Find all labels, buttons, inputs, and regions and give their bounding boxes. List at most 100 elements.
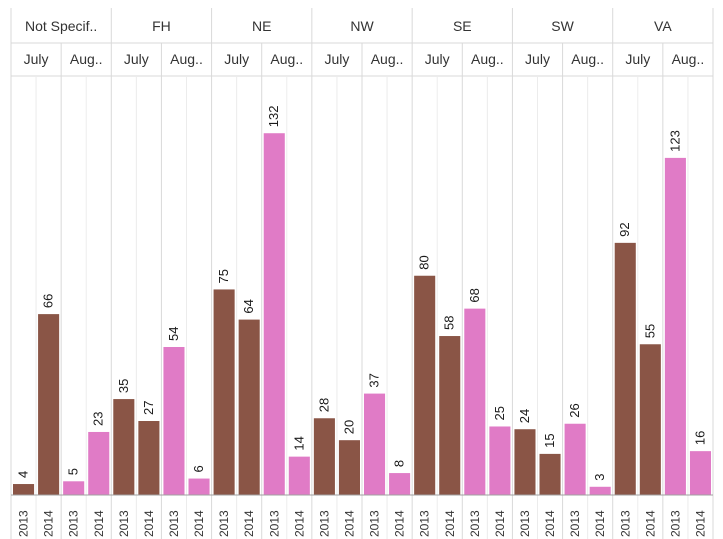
bar: [163, 347, 185, 495]
bar: [288, 456, 310, 495]
value-label: 66: [41, 294, 56, 308]
year-label: 2014: [443, 510, 457, 537]
value-label: 123: [667, 130, 682, 152]
year-label: 2013: [317, 510, 331, 537]
year-label: 2013: [568, 510, 582, 537]
year-label: 2014: [493, 510, 507, 537]
bar: [639, 344, 661, 495]
bar: [313, 418, 335, 495]
value-label: 15: [542, 433, 557, 447]
month-header: July: [224, 51, 249, 67]
value-label: 23: [91, 411, 106, 425]
value-label: 75: [216, 269, 231, 283]
bar: [188, 478, 210, 495]
bar: [213, 289, 235, 495]
value-label: 27: [141, 401, 156, 415]
value-label: 92: [617, 222, 632, 236]
year-label: 2014: [242, 510, 256, 537]
year-label: 2013: [217, 510, 231, 537]
year-label: 2013: [267, 510, 281, 537]
region-header: NE: [252, 18, 271, 34]
value-label: 16: [692, 431, 707, 445]
month-header: Aug..: [270, 51, 303, 67]
year-label: 2014: [292, 510, 306, 537]
bar: [514, 429, 536, 495]
value-label: 8: [392, 460, 407, 467]
value-label: 20: [341, 420, 356, 434]
value-label: 55: [642, 324, 657, 338]
month-header: July: [124, 51, 149, 67]
value-label: 37: [367, 373, 382, 387]
value-label: 3: [592, 474, 607, 481]
bar: [439, 336, 461, 495]
value-label: 58: [442, 316, 457, 330]
year-label: 2013: [368, 510, 382, 537]
year-label: 2014: [393, 510, 407, 537]
month-header: Aug..: [70, 51, 103, 67]
year-label: 2014: [643, 510, 657, 537]
bar: [138, 421, 160, 495]
value-label: 64: [241, 299, 256, 313]
bar: [664, 157, 686, 495]
year-label: 2013: [17, 510, 31, 537]
value-label: 68: [467, 288, 482, 302]
value-label: 54: [166, 327, 181, 341]
region-header: FH: [152, 18, 171, 34]
year-label: 2014: [342, 510, 356, 537]
bar: [689, 451, 711, 495]
month-header: July: [525, 51, 550, 67]
value-label: 5: [66, 468, 81, 475]
month-header: July: [324, 51, 349, 67]
bar: [464, 308, 486, 495]
bar: [263, 133, 285, 495]
bar: [389, 473, 411, 495]
value-label: 24: [517, 409, 532, 423]
region-header: VA: [654, 18, 672, 34]
year-label: 2013: [67, 510, 81, 537]
year-label: 2013: [117, 510, 131, 537]
value-label: 25: [492, 406, 507, 420]
month-header: Aug..: [571, 51, 604, 67]
value-label: 80: [417, 255, 432, 269]
bar: [338, 440, 360, 495]
bar: [113, 399, 135, 495]
month-header: Aug..: [170, 51, 203, 67]
bar: [539, 453, 561, 495]
value-label: 14: [291, 436, 306, 450]
year-label: 2014: [693, 510, 707, 537]
year-label: 2014: [92, 510, 106, 537]
bar: [614, 242, 636, 495]
year-label: 2013: [618, 510, 632, 537]
month-header: Aug..: [471, 51, 504, 67]
year-label: 2013: [468, 510, 482, 537]
year-label: 2014: [142, 510, 156, 537]
value-label: 6: [191, 465, 206, 472]
month-header: Aug..: [672, 51, 705, 67]
month-header: Aug..: [371, 51, 404, 67]
bar: [38, 314, 60, 495]
bar: [88, 431, 110, 495]
year-label: 2014: [543, 510, 557, 537]
month-header: July: [425, 51, 450, 67]
year-label: 2014: [192, 510, 206, 537]
month-header: July: [625, 51, 650, 67]
year-label: 2013: [518, 510, 532, 537]
bar: [489, 426, 511, 495]
region-header: SE: [453, 18, 472, 34]
bar: [13, 484, 35, 495]
value-label: 26: [567, 403, 582, 417]
region-header: Not Specif..: [25, 18, 97, 34]
year-label: 2014: [42, 510, 56, 537]
region-header: SW: [551, 18, 574, 34]
bar: [63, 481, 85, 495]
value-label: 4: [16, 471, 31, 478]
bar: [238, 319, 260, 495]
year-label: 2013: [668, 510, 682, 537]
value-label: 28: [316, 398, 331, 412]
year-label: 2014: [593, 510, 607, 537]
value-label: 35: [116, 379, 131, 393]
bar: [364, 393, 386, 495]
bar: [564, 423, 586, 495]
year-label: 2013: [167, 510, 181, 537]
